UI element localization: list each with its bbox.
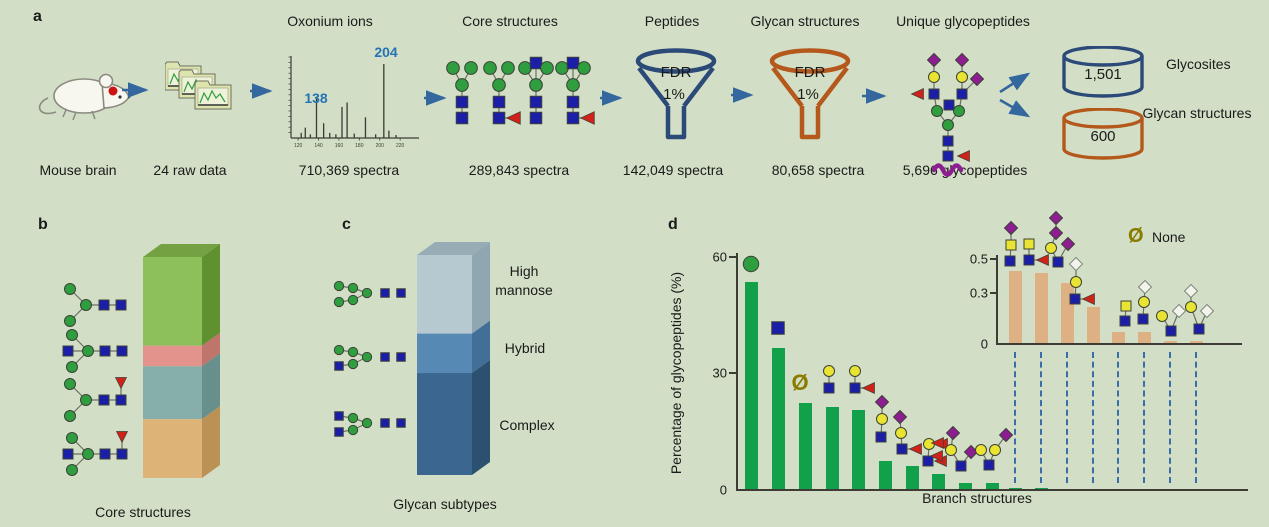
raw-data-folders-icon [165, 61, 232, 110]
caption-glycan-spectra: 80,658 spectra [771, 162, 865, 178]
inset-ytick-03: 0.3 [969, 285, 988, 301]
d-bar [985, 483, 999, 490]
d-bar [798, 402, 812, 490]
funnel-pct-label: 1% [663, 86, 685, 103]
d-bar [851, 410, 865, 490]
svg-text:120: 120 [294, 143, 303, 149]
title-core-structures: Core structures [462, 13, 558, 29]
red-dot-brain-site [108, 86, 118, 96]
subtype-name-hybrid: Hybrid [504, 340, 546, 356]
svg-text:220: 220 [396, 143, 405, 149]
inset-ytick-0: 0 [980, 336, 988, 352]
d-bar [931, 473, 945, 490]
inset-bar [1008, 270, 1022, 344]
caption-oxonium-spectra: 710,369 spectra [298, 162, 400, 178]
svg-text:Ø: Ø [791, 370, 808, 395]
title-glycan-structures: Glycan structures [750, 13, 860, 29]
inset-x-axis [996, 343, 1242, 345]
d-y-axis [736, 253, 738, 491]
spectrum-peak-label-204: 204 [374, 44, 398, 60]
inset-y-axis [996, 255, 998, 345]
d-x-axis-label: Branch structures [922, 490, 1032, 506]
d-ytick-0: 0 [719, 482, 727, 498]
d-bar [825, 406, 839, 490]
inset-connector-dash [1066, 352, 1068, 483]
funnel2-fdr-label: FDR [794, 64, 826, 81]
inset-ytick-05: 0.5 [969, 251, 988, 267]
funnel2-pct-label: 1% [797, 86, 819, 103]
svg-text:140: 140 [314, 143, 323, 149]
inset-bar [1034, 272, 1048, 344]
inset-connector-dash [1092, 352, 1094, 483]
oxonium-spectrum-plot: 120 140 160 180 200 220 [288, 56, 419, 149]
glycan-subtypes-axis-title: Glycan subtypes [393, 496, 497, 512]
d-bar [878, 460, 892, 490]
d-x-axis [736, 489, 1248, 491]
panel-letter-d: d [668, 216, 678, 233]
d-bar [958, 482, 972, 490]
glycan-structures-count: 600 [1090, 128, 1116, 145]
funnel-fdr-label: FDR [660, 64, 692, 81]
caption-raw-data: 24 raw data [153, 162, 227, 178]
inset-bar [1163, 340, 1177, 344]
d-bar [905, 465, 919, 490]
d-bar [771, 348, 785, 490]
inset-bar [1137, 332, 1151, 344]
core-structures-axis-title: Core structures [95, 504, 191, 520]
subtype-name-complex: Complex [499, 417, 555, 433]
legend-none-icon: Ø [1128, 225, 1144, 247]
subtype-name-high-mannose: High mannose [495, 263, 553, 298]
svg-text:200: 200 [376, 143, 385, 149]
d-ytick-30: 30 [712, 365, 727, 381]
d-bar [744, 282, 758, 490]
inset-connector-dash [1117, 352, 1119, 483]
inset-bar [1189, 340, 1203, 344]
caption-peptide-spectra: 142,049 spectra [622, 162, 724, 178]
panel-letter-a: a [33, 8, 42, 25]
inset-bar [1086, 306, 1100, 344]
panel-letter-b: b [38, 216, 48, 233]
fdr-funnel-peptides [635, 48, 717, 140]
glycosites-cylinder-icon [1062, 46, 1144, 98]
inset-connector-dash [1143, 352, 1145, 483]
inset-connector-dash [1014, 352, 1016, 483]
glycosites-label: Glycosites [1166, 56, 1231, 72]
glycosites-count: 1,501 [1084, 66, 1122, 83]
caption-core-spectra: 289,843 spectra [468, 162, 570, 178]
title-peptides: Peptides [644, 13, 700, 29]
glycan-structures-label: Glycan structures [1142, 105, 1252, 121]
title-unique-glycopeptides: Unique glycopeptides [896, 13, 1030, 29]
caption-mouse-brain: Mouse brain [39, 162, 117, 178]
panel-letter-c: c [342, 216, 351, 233]
inset-connector-dash [1195, 352, 1197, 483]
inset-connector-dash [1040, 352, 1042, 483]
legend-none-label: None [1152, 229, 1186, 245]
mouse-ear [98, 73, 114, 89]
glycan-structures-cylinder-icon [1062, 108, 1144, 160]
spectrum-peak-label-138: 138 [304, 90, 328, 106]
inset-connector-dash [1169, 352, 1171, 483]
d-ytick-60: 60 [712, 249, 727, 265]
title-oxonium-ions: Oxonium ions [287, 13, 373, 29]
fdr-funnel-glycans [769, 48, 851, 140]
inset-bar [1111, 332, 1125, 344]
svg-text:180: 180 [355, 143, 364, 149]
svg-text:160: 160 [335, 143, 344, 149]
